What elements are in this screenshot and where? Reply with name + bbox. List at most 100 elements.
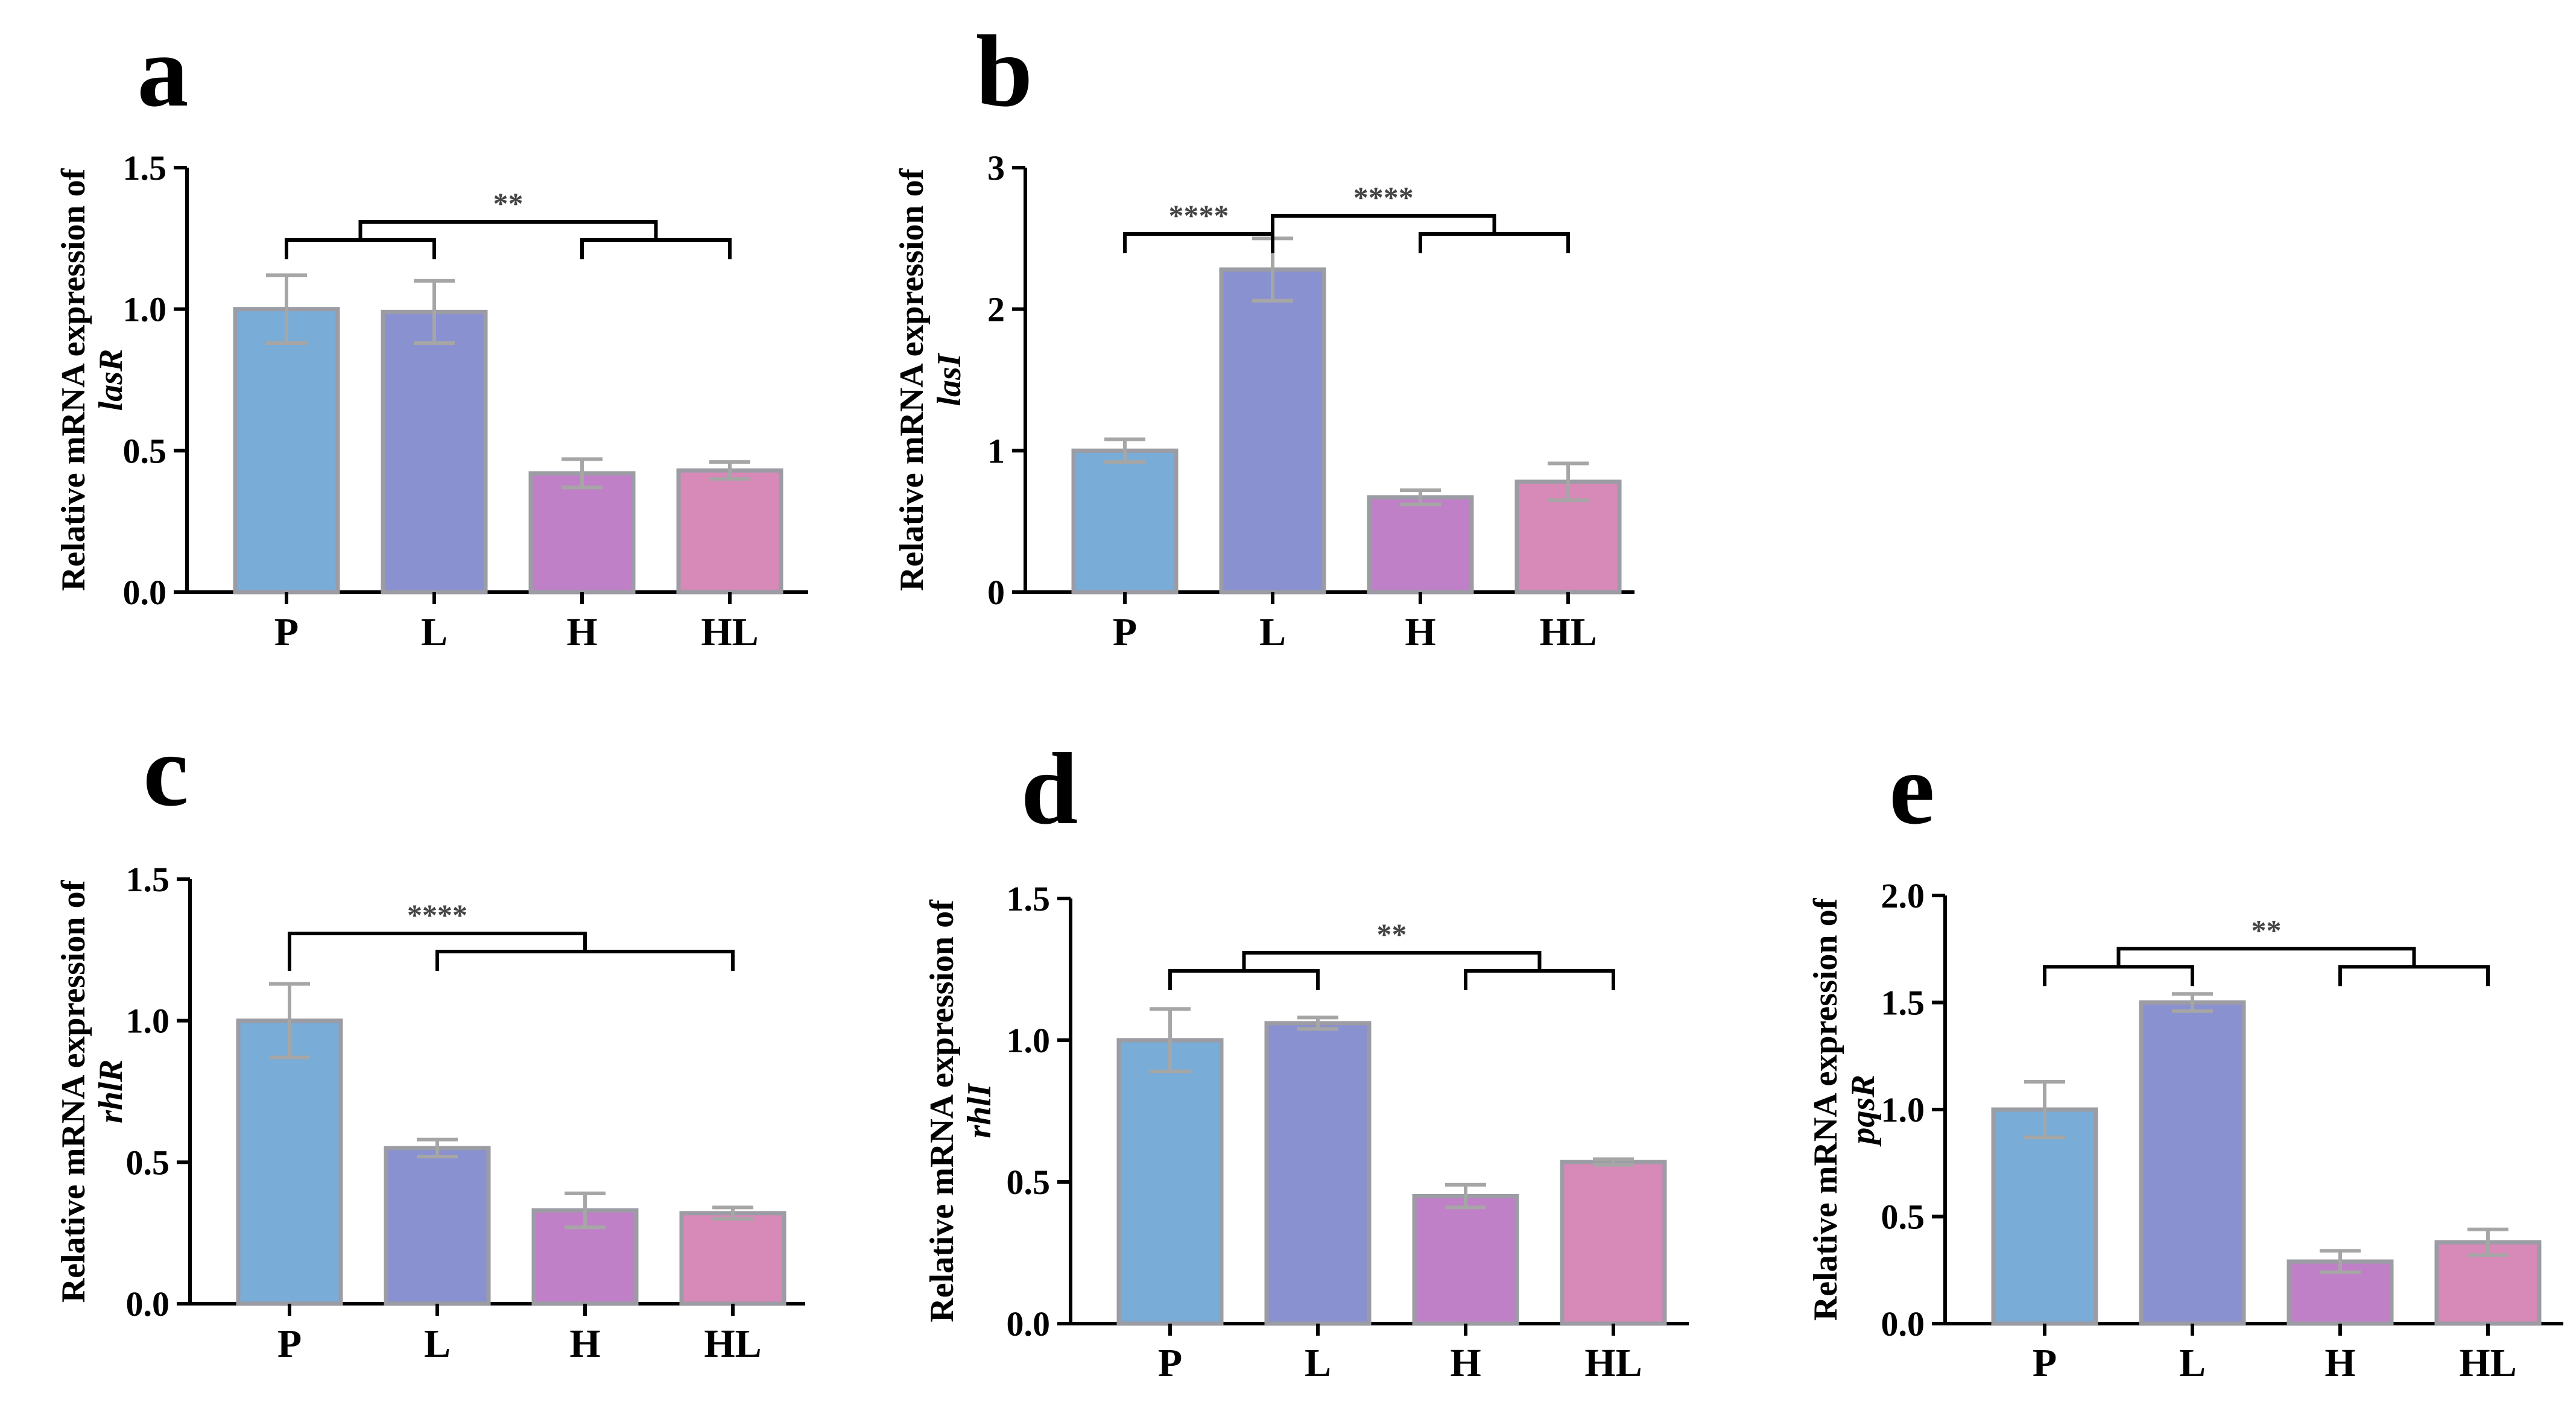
bar-P <box>1991 1107 2098 1326</box>
y-tick-label: 1.0 <box>126 1002 170 1041</box>
y-tick-label: 1.5 <box>1881 984 1925 1023</box>
significance-label: ** <box>2252 913 2282 947</box>
bar-H <box>1367 495 1474 595</box>
y-tick-label: 1.5 <box>1007 879 1051 918</box>
x-tick-label-H: H <box>566 610 597 654</box>
significance-label: **** <box>407 898 467 932</box>
significance-label: ** <box>1377 917 1407 951</box>
bar-HL <box>1560 1160 1667 1326</box>
significance-bracket: ** <box>1168 917 1615 990</box>
x-tick-label-H: H <box>1405 610 1435 654</box>
significance-bracket: **** <box>1123 198 1274 253</box>
y-tick-label: 2 <box>987 290 1005 329</box>
bracket-left-group <box>1168 969 1320 990</box>
panel-letter: e <box>1889 732 1934 845</box>
chart-panel-c: c Relative mRNA expression of rhlR 0.0 0.5 1.… <box>55 714 805 1366</box>
bar-P <box>233 307 340 595</box>
chart-panel-b: b Relative mRNA expression of lasI 0 1 2 3 P L H H… <box>893 14 1635 654</box>
significance-bracket: **** <box>288 898 735 971</box>
bar-P <box>236 1018 343 1306</box>
bar-L <box>1264 1021 1372 1326</box>
x-tick-label-L: L <box>424 1322 451 1366</box>
bar-L <box>384 1146 491 1306</box>
bracket-left-group <box>2043 965 2194 987</box>
y-tick-label: 1.5 <box>126 860 170 899</box>
panel-letter: d <box>1021 732 1078 845</box>
bracket-connector <box>1242 951 1542 971</box>
panel-letter: a <box>138 14 189 128</box>
y-tick-label: 2.0 <box>1881 876 1925 915</box>
panel-letter: b <box>976 14 1033 128</box>
y-tick-label: 0.5 <box>126 1143 170 1182</box>
bracket-right-group <box>435 950 735 971</box>
y-tick-label: 1 <box>987 431 1005 470</box>
significance-label: **** <box>1353 180 1414 214</box>
bracket-connector <box>1271 214 1496 253</box>
y-tick-label: 1.0 <box>1881 1090 1925 1129</box>
significance-bracket: ** <box>285 186 732 259</box>
y-axis-label: Relative mRNA expression of <box>55 879 92 1303</box>
y-tick-label: 1.0 <box>123 290 167 329</box>
y-axis-label: Relative mRNA expression of <box>923 899 961 1322</box>
x-tick-label-P: P <box>274 610 299 654</box>
x-tick-label-HL: HL <box>701 610 758 654</box>
x-tick-label-HL: HL <box>1584 1341 1642 1385</box>
x-tick-label-H: H <box>569 1322 600 1366</box>
y-tick-label: 0.5 <box>1007 1163 1051 1202</box>
chart-panel-d: d Relative mRNA expression of rhlI 0.0 0.5 1.… <box>923 732 1689 1385</box>
y-axis-gene-label: rhlI <box>961 1082 998 1138</box>
x-tick-label-H: H <box>1450 1341 1481 1385</box>
x-tick-label-L: L <box>1259 610 1286 654</box>
x-tick-label-HL: HL <box>2459 1341 2516 1385</box>
y-tick-label: 0.0 <box>1007 1304 1051 1344</box>
significance-label: ** <box>493 186 524 220</box>
y-axis-label: Relative mRNA expression of <box>1807 897 1844 1321</box>
bar-L <box>2139 1000 2246 1326</box>
bracket-right-group <box>580 238 732 259</box>
bracket-left-group <box>285 238 436 259</box>
x-tick-label-P: P <box>277 1322 302 1366</box>
significance-bracket: **** <box>1271 180 1570 253</box>
y-tick-label: 0 <box>987 573 1005 612</box>
bar-P <box>1071 448 1179 595</box>
bar-L <box>1219 267 1326 595</box>
bracket-connector <box>358 220 658 240</box>
y-tick-label: 0.0 <box>1881 1304 1925 1344</box>
bar-L <box>381 309 488 595</box>
y-axis-gene-label: rhlR <box>92 1059 130 1123</box>
bar-HL <box>676 468 783 595</box>
chart-panel-e: e Relative mRNA expression of pqsR 0.0 0.5 1.… <box>1807 732 2563 1385</box>
y-tick-label: 0.0 <box>123 573 167 612</box>
bar-H <box>528 471 636 595</box>
significance-bracket: ** <box>2043 913 2490 987</box>
significance-label: **** <box>1169 198 1229 232</box>
y-axis-label: Relative mRNA expression of <box>55 168 92 591</box>
x-tick-label-P: P <box>1113 610 1137 654</box>
x-tick-label-P: P <box>2033 1341 2057 1385</box>
x-tick-label-H: H <box>2324 1341 2355 1385</box>
bar-HL <box>679 1211 786 1306</box>
bracket-right-group <box>1419 232 1570 253</box>
y-axis-label: Relative mRNA expression of <box>893 168 931 591</box>
y-tick-label: 1.0 <box>1007 1021 1051 1060</box>
x-tick-label-L: L <box>1305 1341 1331 1385</box>
x-tick-label-L: L <box>421 610 448 654</box>
bracket-right-group <box>2338 965 2490 987</box>
x-tick-label-L: L <box>2179 1341 2206 1385</box>
y-tick-label: 0.5 <box>1881 1198 1925 1237</box>
y-tick-label: 0.5 <box>123 431 167 470</box>
bracket-connector <box>1123 232 1274 253</box>
x-tick-label-HL: HL <box>1539 610 1597 654</box>
bracket-connector <box>288 932 587 971</box>
y-axis-gene-label: lasI <box>931 352 968 406</box>
panel-letter: c <box>143 714 188 827</box>
y-tick-label: 1.5 <box>123 148 167 188</box>
y-tick-label: 3 <box>987 148 1005 188</box>
bar-H <box>1412 1194 1519 1326</box>
bracket-right-group <box>1464 969 1615 990</box>
chart-panel-a: a Relative mRNA expression of lasR 0.0 0.5 1.… <box>55 14 808 654</box>
y-axis-gene-label: pqsR <box>1844 1075 1882 1146</box>
x-tick-label-HL: HL <box>704 1322 761 1366</box>
